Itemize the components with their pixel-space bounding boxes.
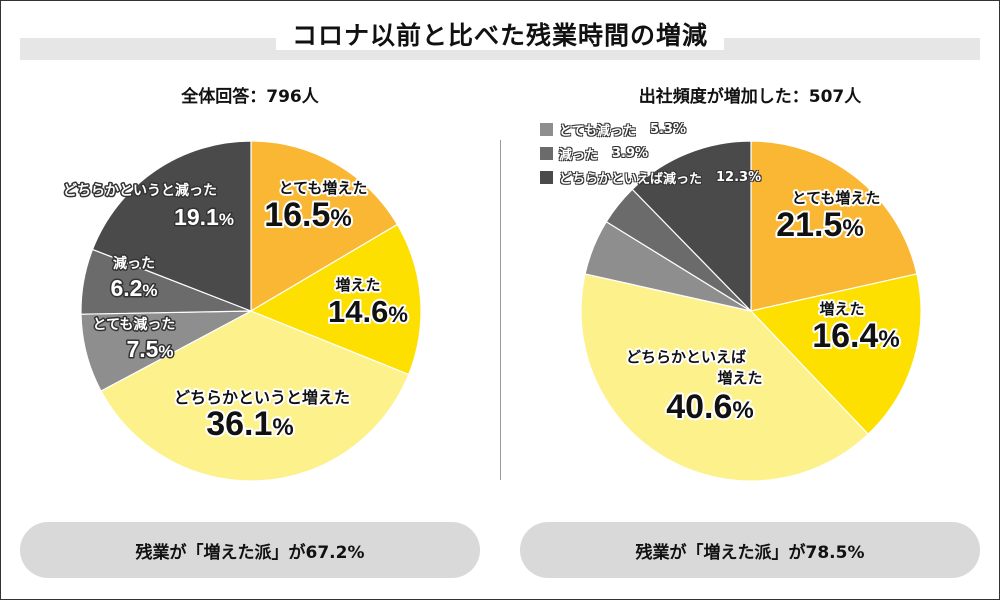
legend-swatch-totemo-hetta	[540, 123, 553, 136]
left-summary-pill: 残業が「増えた派」が67.2%	[20, 522, 480, 578]
left-slice-label-0: とても増えた	[279, 179, 368, 197]
left-slice-2	[100, 310, 410, 482]
main-title-text: コロナ以前と比べた残業時間の増減	[275, 21, 724, 50]
right-slice-2	[580, 273, 869, 482]
left-slice-label-4: 減った	[113, 255, 155, 271]
left-chart-subtitle: 全体回答：796人	[181, 87, 319, 107]
legend-value-dochiraka-hetta: 12.3%	[716, 170, 762, 185]
right-pie	[580, 140, 922, 482]
right-slice-0	[750, 140, 918, 312]
legend-label-hetta: 減った	[559, 148, 599, 163]
right-slice-value-2: 40.6%	[666, 388, 754, 426]
right-slice-5	[631, 140, 752, 313]
left-slice-value-3: 7.5%	[126, 336, 173, 362]
legend-label-dochiraka-hetta: どちらかといえば減った	[559, 172, 703, 187]
right-slice-label-2-line1: どちらかといえば	[626, 349, 746, 366]
legend-swatch-dochiraka-hetta	[540, 171, 553, 184]
right-slice-label-1: 増えた	[819, 300, 864, 318]
left-pie	[80, 140, 422, 482]
legend-item-totemo-hetta: とても減った 5.3%	[540, 120, 686, 139]
legend-label-totemo-hetta: とても減った	[559, 124, 636, 139]
left-slice-label-1: 増えた	[335, 276, 380, 294]
right-slice-value-0: 21.5%	[776, 206, 864, 244]
left-slice-value-4: 6.2%	[110, 275, 157, 301]
left-slice-label-5: どちらかというと減った	[63, 182, 217, 198]
left-slice-label-3: とても減った	[93, 316, 176, 332]
right-slice-label-2-line2: 増えた	[717, 369, 762, 387]
left-slice-value-5: 19.1%	[174, 204, 234, 230]
right-summary-text: 残業が「増えた派」が78.5%	[635, 542, 865, 563]
main-title: コロナ以前と比べた残業時間の増減	[0, 16, 1000, 52]
left-slice-1	[249, 223, 422, 376]
left-slice-5	[91, 140, 252, 312]
left-slice-value-2: 36.1%	[206, 405, 294, 443]
right-chart-subtitle: 出社頻度が増加した：507人	[638, 87, 862, 107]
right-slice-1	[749, 273, 922, 436]
chart-divider	[500, 140, 501, 480]
left-slice-label-2: どちらかというと増えた	[174, 388, 350, 407]
legend-item-hetta: 減った 3.9%	[540, 144, 648, 163]
left-summary-text: 残業が「増えた派」が67.2%	[135, 542, 365, 563]
right-slice-label-0: とても増えた	[792, 189, 881, 207]
left-slice-value-0: 16.5%	[264, 196, 352, 234]
right-slice-value-1: 16.4%	[812, 317, 900, 355]
legend-value-totemo-hetta: 5.3%	[649, 122, 687, 137]
left-slice-value-1: 14.6%	[328, 294, 408, 329]
legend-value-hetta: 3.9%	[612, 146, 649, 161]
left-slice-0	[250, 140, 399, 313]
legend-item-dochiraka-hetta: どちらかといえば減った 12.3%	[540, 168, 761, 187]
legend-swatch-hetta	[540, 147, 553, 160]
right-summary-pill: 残業が「増えた派」が78.5%	[520, 522, 980, 578]
